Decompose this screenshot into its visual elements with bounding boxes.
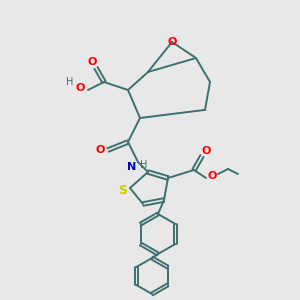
Text: O: O [201, 146, 211, 156]
Text: O: O [207, 171, 217, 181]
Text: N: N [128, 162, 136, 172]
Text: H: H [140, 160, 148, 170]
Text: O: O [87, 57, 97, 67]
Text: O: O [95, 145, 105, 155]
Text: O: O [75, 83, 85, 93]
Text: S: S [118, 184, 127, 197]
Text: O: O [167, 37, 177, 47]
Text: H: H [66, 77, 74, 87]
